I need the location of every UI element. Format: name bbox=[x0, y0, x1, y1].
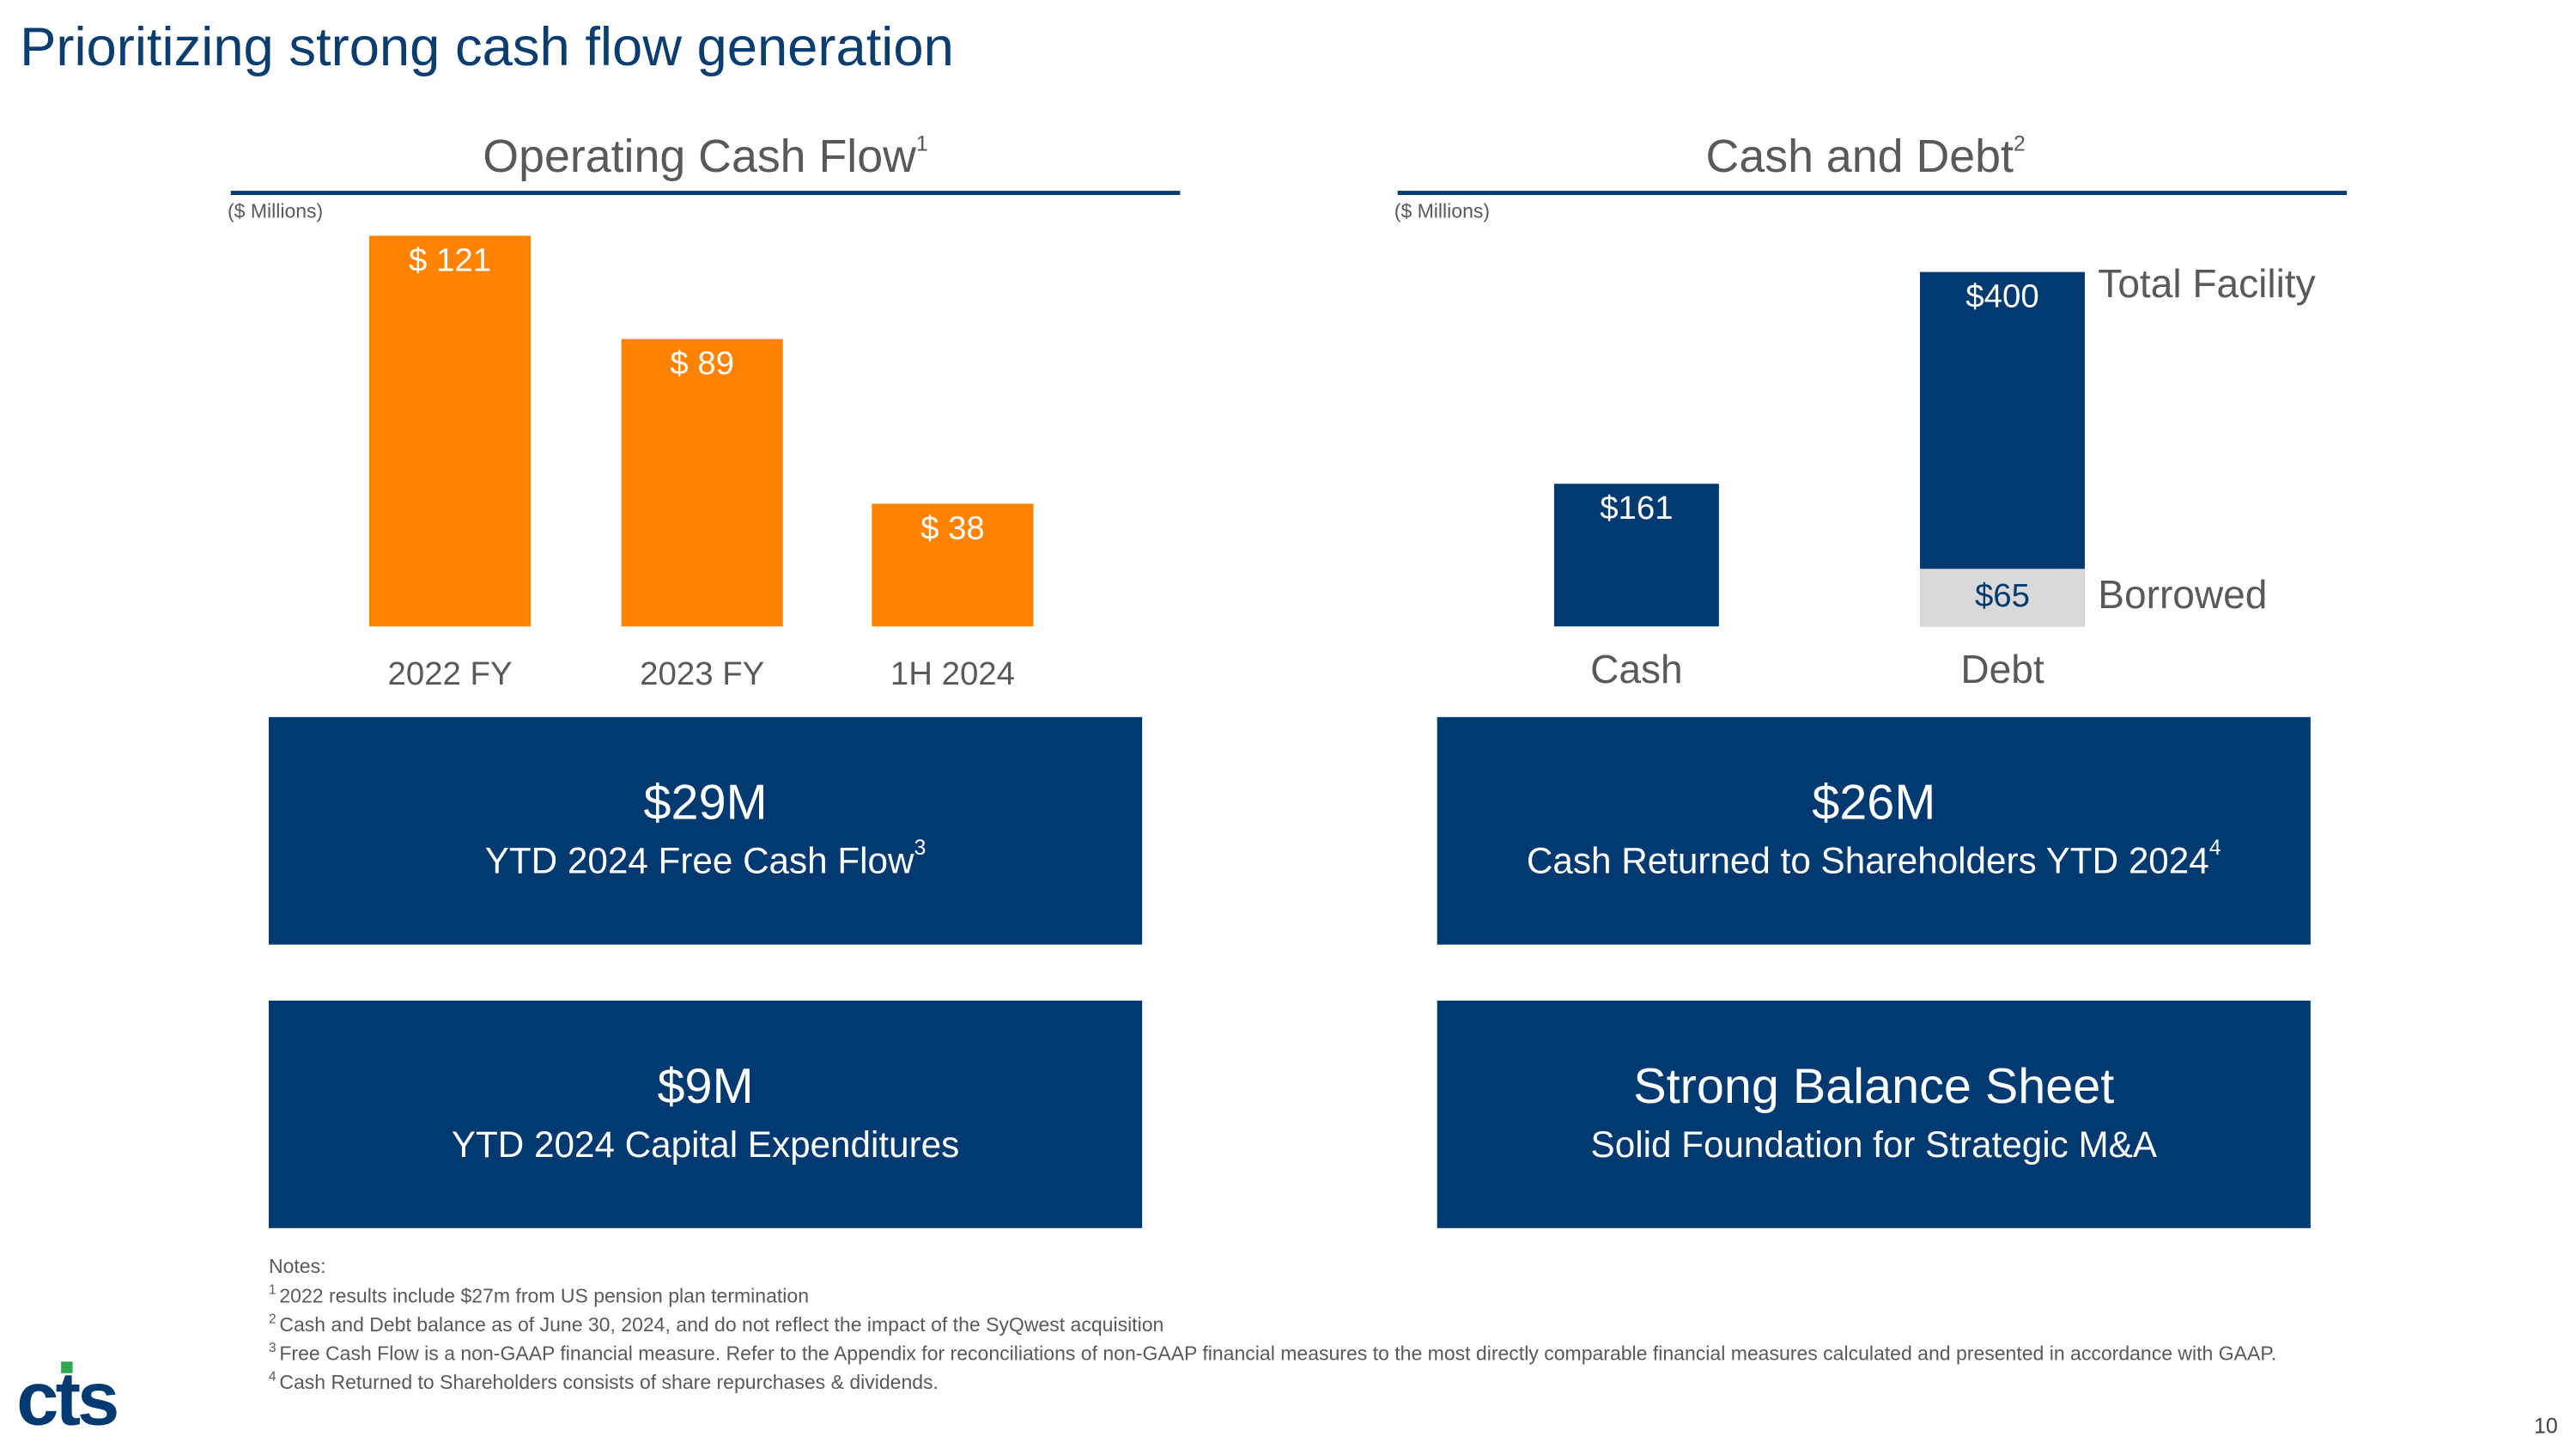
bar bbox=[872, 503, 1034, 627]
chart-title: Cash and Debt2 bbox=[1706, 131, 2026, 182]
kpi-text-main: YTD 2024 Free Cash Flow bbox=[485, 841, 914, 881]
note-marker: 1 bbox=[269, 1283, 276, 1298]
chart-title-note: 1 bbox=[916, 131, 928, 155]
kpi-box bbox=[1437, 716, 2311, 945]
note: 2 Cash and Debt balance as of June 30, 20… bbox=[269, 1312, 1163, 1336]
notes-heading: Notes: bbox=[269, 1255, 326, 1277]
unit-label: ($ Millions) bbox=[228, 200, 323, 222]
kpi-text-main: YTD 2024 Capital Expenditures bbox=[452, 1124, 959, 1165]
note-text: Cash Returned to Shareholders consists o… bbox=[279, 1371, 939, 1393]
x-category-label: Debt bbox=[1960, 647, 2044, 691]
note: 3 Free Cash Flow is a non-GAAP financial … bbox=[269, 1341, 2276, 1365]
value-label: $65 bbox=[1975, 577, 2030, 614]
bar bbox=[1920, 569, 2085, 627]
note-marker: 3 bbox=[269, 1341, 276, 1355]
value-label: $ 121 bbox=[409, 241, 491, 278]
chart-title-main: Cash and Debt bbox=[1706, 131, 2014, 182]
kpi-headline: $9M bbox=[658, 1059, 754, 1114]
kpi-box bbox=[268, 1000, 1143, 1228]
kpi-text: Cash Returned to Shareholders YTD 20244 bbox=[1527, 836, 2221, 881]
bar bbox=[621, 338, 783, 627]
bar bbox=[1920, 271, 2085, 627]
kpi-headline: Strong Balance Sheet bbox=[1633, 1059, 2114, 1114]
note: 1 2022 results include $27m from US pensi… bbox=[269, 1283, 809, 1307]
kpi-text-note: 3 bbox=[914, 836, 927, 860]
note-marker: 4 bbox=[269, 1370, 276, 1385]
slide-title: Prioritizing strong cash flow generation bbox=[20, 17, 954, 77]
series-label: Total Facility bbox=[2098, 261, 2315, 306]
kpi-box bbox=[1437, 1000, 2311, 1228]
chart-title: Operating Cash Flow1 bbox=[483, 131, 927, 182]
kpi-text-main: Cash Returned to Shareholders YTD 2024 bbox=[1527, 841, 2209, 881]
kpi-text: YTD 2024 Free Cash Flow3 bbox=[485, 836, 927, 881]
value-label: $400 bbox=[1965, 278, 2038, 315]
chart-title-main: Operating Cash Flow bbox=[483, 131, 916, 182]
page-number: 10 bbox=[2534, 1415, 2558, 1439]
logo-dot bbox=[61, 1361, 73, 1373]
note-marker: 2 bbox=[269, 1312, 276, 1326]
unit-label: ($ Millions) bbox=[1394, 200, 1490, 222]
kpi-headline: $29M bbox=[644, 776, 768, 831]
bar bbox=[369, 235, 532, 627]
kpi-text-note: 4 bbox=[2209, 836, 2221, 860]
note-text: Free Cash Flow is a non-GAAP financial m… bbox=[279, 1342, 2276, 1365]
x-category-label: Cash bbox=[1590, 647, 1682, 691]
kpi-box bbox=[268, 716, 1143, 945]
x-category-label: 2022 FY bbox=[388, 655, 513, 692]
kpi-headline: $26M bbox=[1812, 776, 1935, 831]
bar bbox=[1553, 484, 1719, 627]
value-label: $161 bbox=[1600, 490, 1673, 527]
chart-title-note: 2 bbox=[2014, 131, 2026, 155]
series-label: Borrowed bbox=[2098, 572, 2267, 617]
kpi-text-main: Solid Foundation for Strategic M&A bbox=[1591, 1124, 2158, 1165]
value-label: $ 89 bbox=[670, 345, 734, 382]
note-text: Cash and Debt balance as of June 30, 202… bbox=[279, 1313, 1163, 1336]
kpi-text: Solid Foundation for Strategic M&A bbox=[1591, 1124, 2158, 1165]
note-text: 2022 results include $27m from US pensio… bbox=[279, 1285, 809, 1307]
note: 4 Cash Returned to Shareholders consists … bbox=[269, 1370, 939, 1394]
x-category-label: 2023 FY bbox=[640, 655, 764, 692]
x-category-label: 1H 2024 bbox=[890, 655, 1015, 692]
value-label: $ 38 bbox=[920, 509, 985, 546]
kpi-text: YTD 2024 Capital Expenditures bbox=[452, 1124, 959, 1165]
